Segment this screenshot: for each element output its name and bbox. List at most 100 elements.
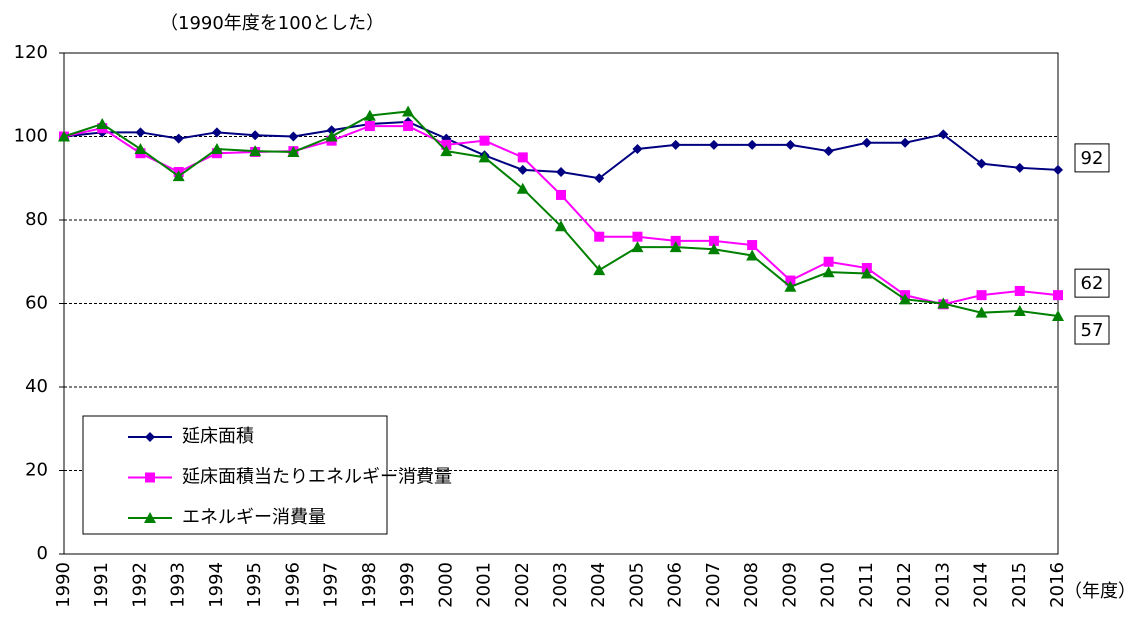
marker bbox=[1053, 290, 1063, 301]
marker bbox=[860, 267, 873, 279]
legend-box bbox=[82, 415, 388, 535]
marker bbox=[594, 231, 605, 242]
marker bbox=[287, 145, 300, 157]
x-tick-label: 2015 bbox=[1009, 562, 1030, 608]
x-tick-label: 2005 bbox=[626, 562, 647, 608]
marker bbox=[517, 164, 528, 175]
legend-marker bbox=[145, 432, 155, 442]
marker bbox=[556, 166, 566, 177]
marker bbox=[632, 231, 643, 242]
marker bbox=[249, 145, 262, 157]
marker bbox=[784, 280, 797, 292]
marker bbox=[785, 275, 796, 286]
marker bbox=[1013, 305, 1026, 317]
marker bbox=[938, 129, 949, 140]
marker bbox=[403, 121, 414, 132]
marker bbox=[976, 158, 987, 169]
marker bbox=[937, 297, 950, 309]
y-tick-label: 40 bbox=[25, 376, 48, 397]
marker bbox=[478, 151, 491, 163]
marker bbox=[707, 243, 720, 255]
x-tick-label: 2007 bbox=[703, 562, 724, 608]
marker bbox=[250, 130, 261, 141]
end-label-box bbox=[1074, 315, 1110, 345]
marker bbox=[823, 146, 834, 157]
x-tick-label: 1993 bbox=[168, 562, 189, 608]
legend-label: 延床面積 bbox=[182, 426, 254, 447]
marker bbox=[479, 135, 490, 146]
marker bbox=[669, 241, 682, 253]
legend-label: エネルギー消費量 bbox=[182, 507, 326, 528]
marker bbox=[173, 133, 184, 144]
marker bbox=[1014, 162, 1025, 173]
marker bbox=[670, 235, 681, 246]
x-tick-label: 2014 bbox=[971, 562, 992, 608]
marker bbox=[172, 170, 185, 182]
x-tick-label: 1990 bbox=[53, 562, 74, 608]
y-tick-label: 60 bbox=[25, 293, 48, 314]
legend-label: 延床面積当たりエネルギー消費量 bbox=[182, 467, 452, 488]
marker bbox=[976, 290, 987, 301]
marker bbox=[402, 105, 415, 117]
x-tick-label: 2012 bbox=[894, 562, 915, 608]
marker bbox=[823, 256, 834, 267]
x-tick-label: 2011 bbox=[856, 562, 877, 608]
marker bbox=[747, 240, 758, 251]
marker bbox=[708, 235, 719, 246]
x-tick-label: 1996 bbox=[282, 562, 303, 608]
end-label: 62 bbox=[1081, 273, 1104, 294]
x-tick-label: 2010 bbox=[818, 562, 839, 608]
y-tick-label: 0 bbox=[37, 543, 48, 564]
marker bbox=[363, 109, 376, 121]
y-tick-label: 80 bbox=[25, 209, 48, 230]
marker bbox=[211, 127, 222, 138]
marker bbox=[975, 306, 988, 318]
marker bbox=[785, 139, 796, 150]
marker bbox=[899, 293, 912, 305]
chart-title: （1990年度を100とした） bbox=[160, 13, 384, 34]
legend-marker bbox=[145, 472, 155, 483]
x-tick-label: 1998 bbox=[359, 562, 380, 608]
x-tick-label: 2013 bbox=[932, 562, 953, 608]
x-tick-label: 1995 bbox=[244, 562, 265, 608]
x-tick-label: 1992 bbox=[129, 562, 150, 608]
x-tick-label: 2000 bbox=[435, 562, 456, 608]
marker bbox=[440, 145, 453, 157]
marker bbox=[594, 173, 605, 184]
end-label: 92 bbox=[1081, 148, 1104, 169]
marker bbox=[900, 137, 911, 148]
marker bbox=[325, 130, 338, 142]
end-label: 57 bbox=[1081, 320, 1104, 341]
marker bbox=[631, 241, 644, 253]
marker bbox=[441, 139, 452, 150]
x-tick-label: 2008 bbox=[741, 562, 762, 608]
marker bbox=[1014, 285, 1025, 296]
end-label-box bbox=[1074, 143, 1110, 173]
y-tick-label: 20 bbox=[25, 460, 48, 481]
marker bbox=[96, 117, 109, 129]
marker bbox=[632, 144, 643, 155]
x-tick-label: 1991 bbox=[91, 562, 112, 608]
marker bbox=[556, 189, 566, 200]
marker bbox=[1052, 310, 1064, 322]
marker bbox=[516, 182, 529, 194]
marker bbox=[58, 130, 70, 142]
marker bbox=[746, 249, 759, 261]
x-tick-label: 2009 bbox=[779, 562, 800, 608]
marker bbox=[822, 266, 835, 278]
marker bbox=[288, 131, 299, 142]
x-tick-label: 2016 bbox=[1047, 562, 1068, 608]
marker bbox=[210, 143, 223, 155]
x-tick-label: 1994 bbox=[206, 562, 227, 608]
x-axis-label: （年度） bbox=[1064, 581, 1136, 602]
marker bbox=[517, 152, 528, 163]
x-tick-label: 2003 bbox=[550, 562, 571, 608]
marker bbox=[134, 143, 147, 155]
y-tick-label: 100 bbox=[14, 126, 48, 147]
marker bbox=[747, 139, 758, 150]
end-label-box bbox=[1074, 268, 1110, 298]
marker bbox=[708, 139, 719, 150]
legend-marker bbox=[144, 512, 156, 523]
y-tick-label: 120 bbox=[14, 42, 48, 63]
